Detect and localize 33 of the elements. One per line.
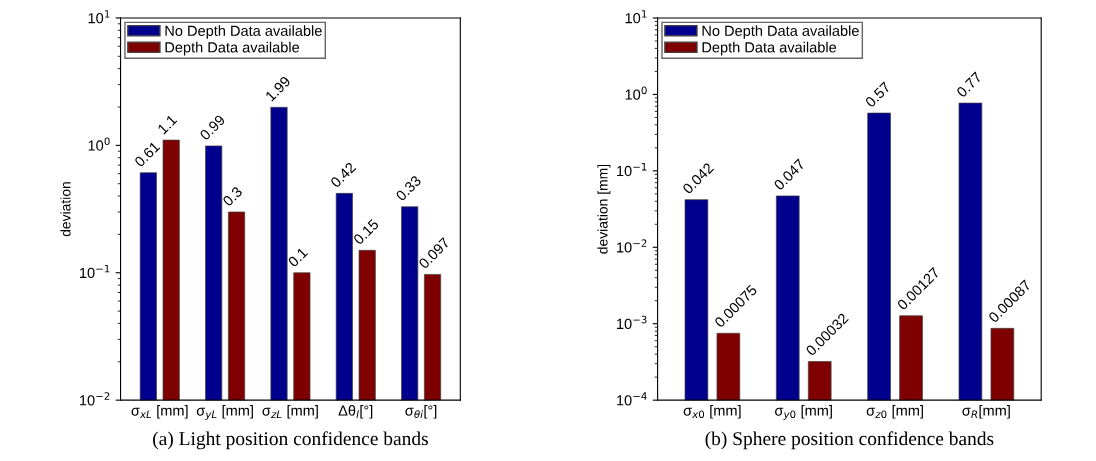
y-tick-label: 10$^{0}$ [88, 137, 110, 151]
data-label: 0.1 [287, 246, 309, 268]
x-tick-label: σ$_{x0}$ [mm] [683, 405, 741, 419]
x-tick-label: σ$_{y0}$ [mm] [775, 405, 832, 421]
y-tick-label: 10$^{−4}$ [617, 392, 647, 406]
legend-label: No Depth Data available [165, 25, 322, 39]
y-axis-title: deviation [60, 182, 71, 237]
x-tick-label: σ$_{θi}$[°] [405, 405, 437, 419]
text: (a) Light position confidence bands [153, 431, 428, 450]
legend-label: Depth Data available [702, 41, 837, 56]
x-tick-label: σ$_{yL}$ [mm] [196, 405, 253, 421]
data-label: 0.3 [222, 185, 243, 207]
x-tick-label: σ$_{zL}$ [mm] [262, 405, 318, 419]
y-tick-label: 10$^{−1}$ [617, 163, 647, 177]
data-label: 0.42 [329, 161, 357, 189]
data-label: 0.33 [395, 174, 422, 202]
x-tick-label: σ$_{xL}$ [mm] [131, 405, 188, 419]
y-tick-label: 10$^{0}$ [625, 86, 647, 100]
data-label: 0.61 [133, 141, 161, 168]
legend-label: No Depth Data available [702, 25, 859, 39]
y-tick-label: 10$^{−2}$ [617, 239, 647, 253]
y-tick-label: 10$^{1}$ [625, 10, 647, 24]
x-tick-label: σ$_{z0}$ [mm] [866, 405, 923, 419]
y-axis-title: deviation [mm] [597, 164, 611, 254]
text: (b) Sphere position confidence bands [705, 431, 994, 450]
data-label: 1.1 [157, 114, 178, 135]
x-tick-label: Δθ$_{l}$[°] [338, 405, 373, 419]
y-tick-label: 10$^{−1}$ [80, 264, 110, 279]
y-tick-label: 10$^{−2}$ [80, 392, 110, 406]
y-tick-label: 10$^{1}$ [88, 10, 110, 24]
legend-label: Depth Data available [165, 41, 300, 56]
x-tick-label: σ$_{R}$[mm] [962, 405, 1010, 419]
y-tick-label: 10$^{−3}$ [617, 315, 647, 330]
